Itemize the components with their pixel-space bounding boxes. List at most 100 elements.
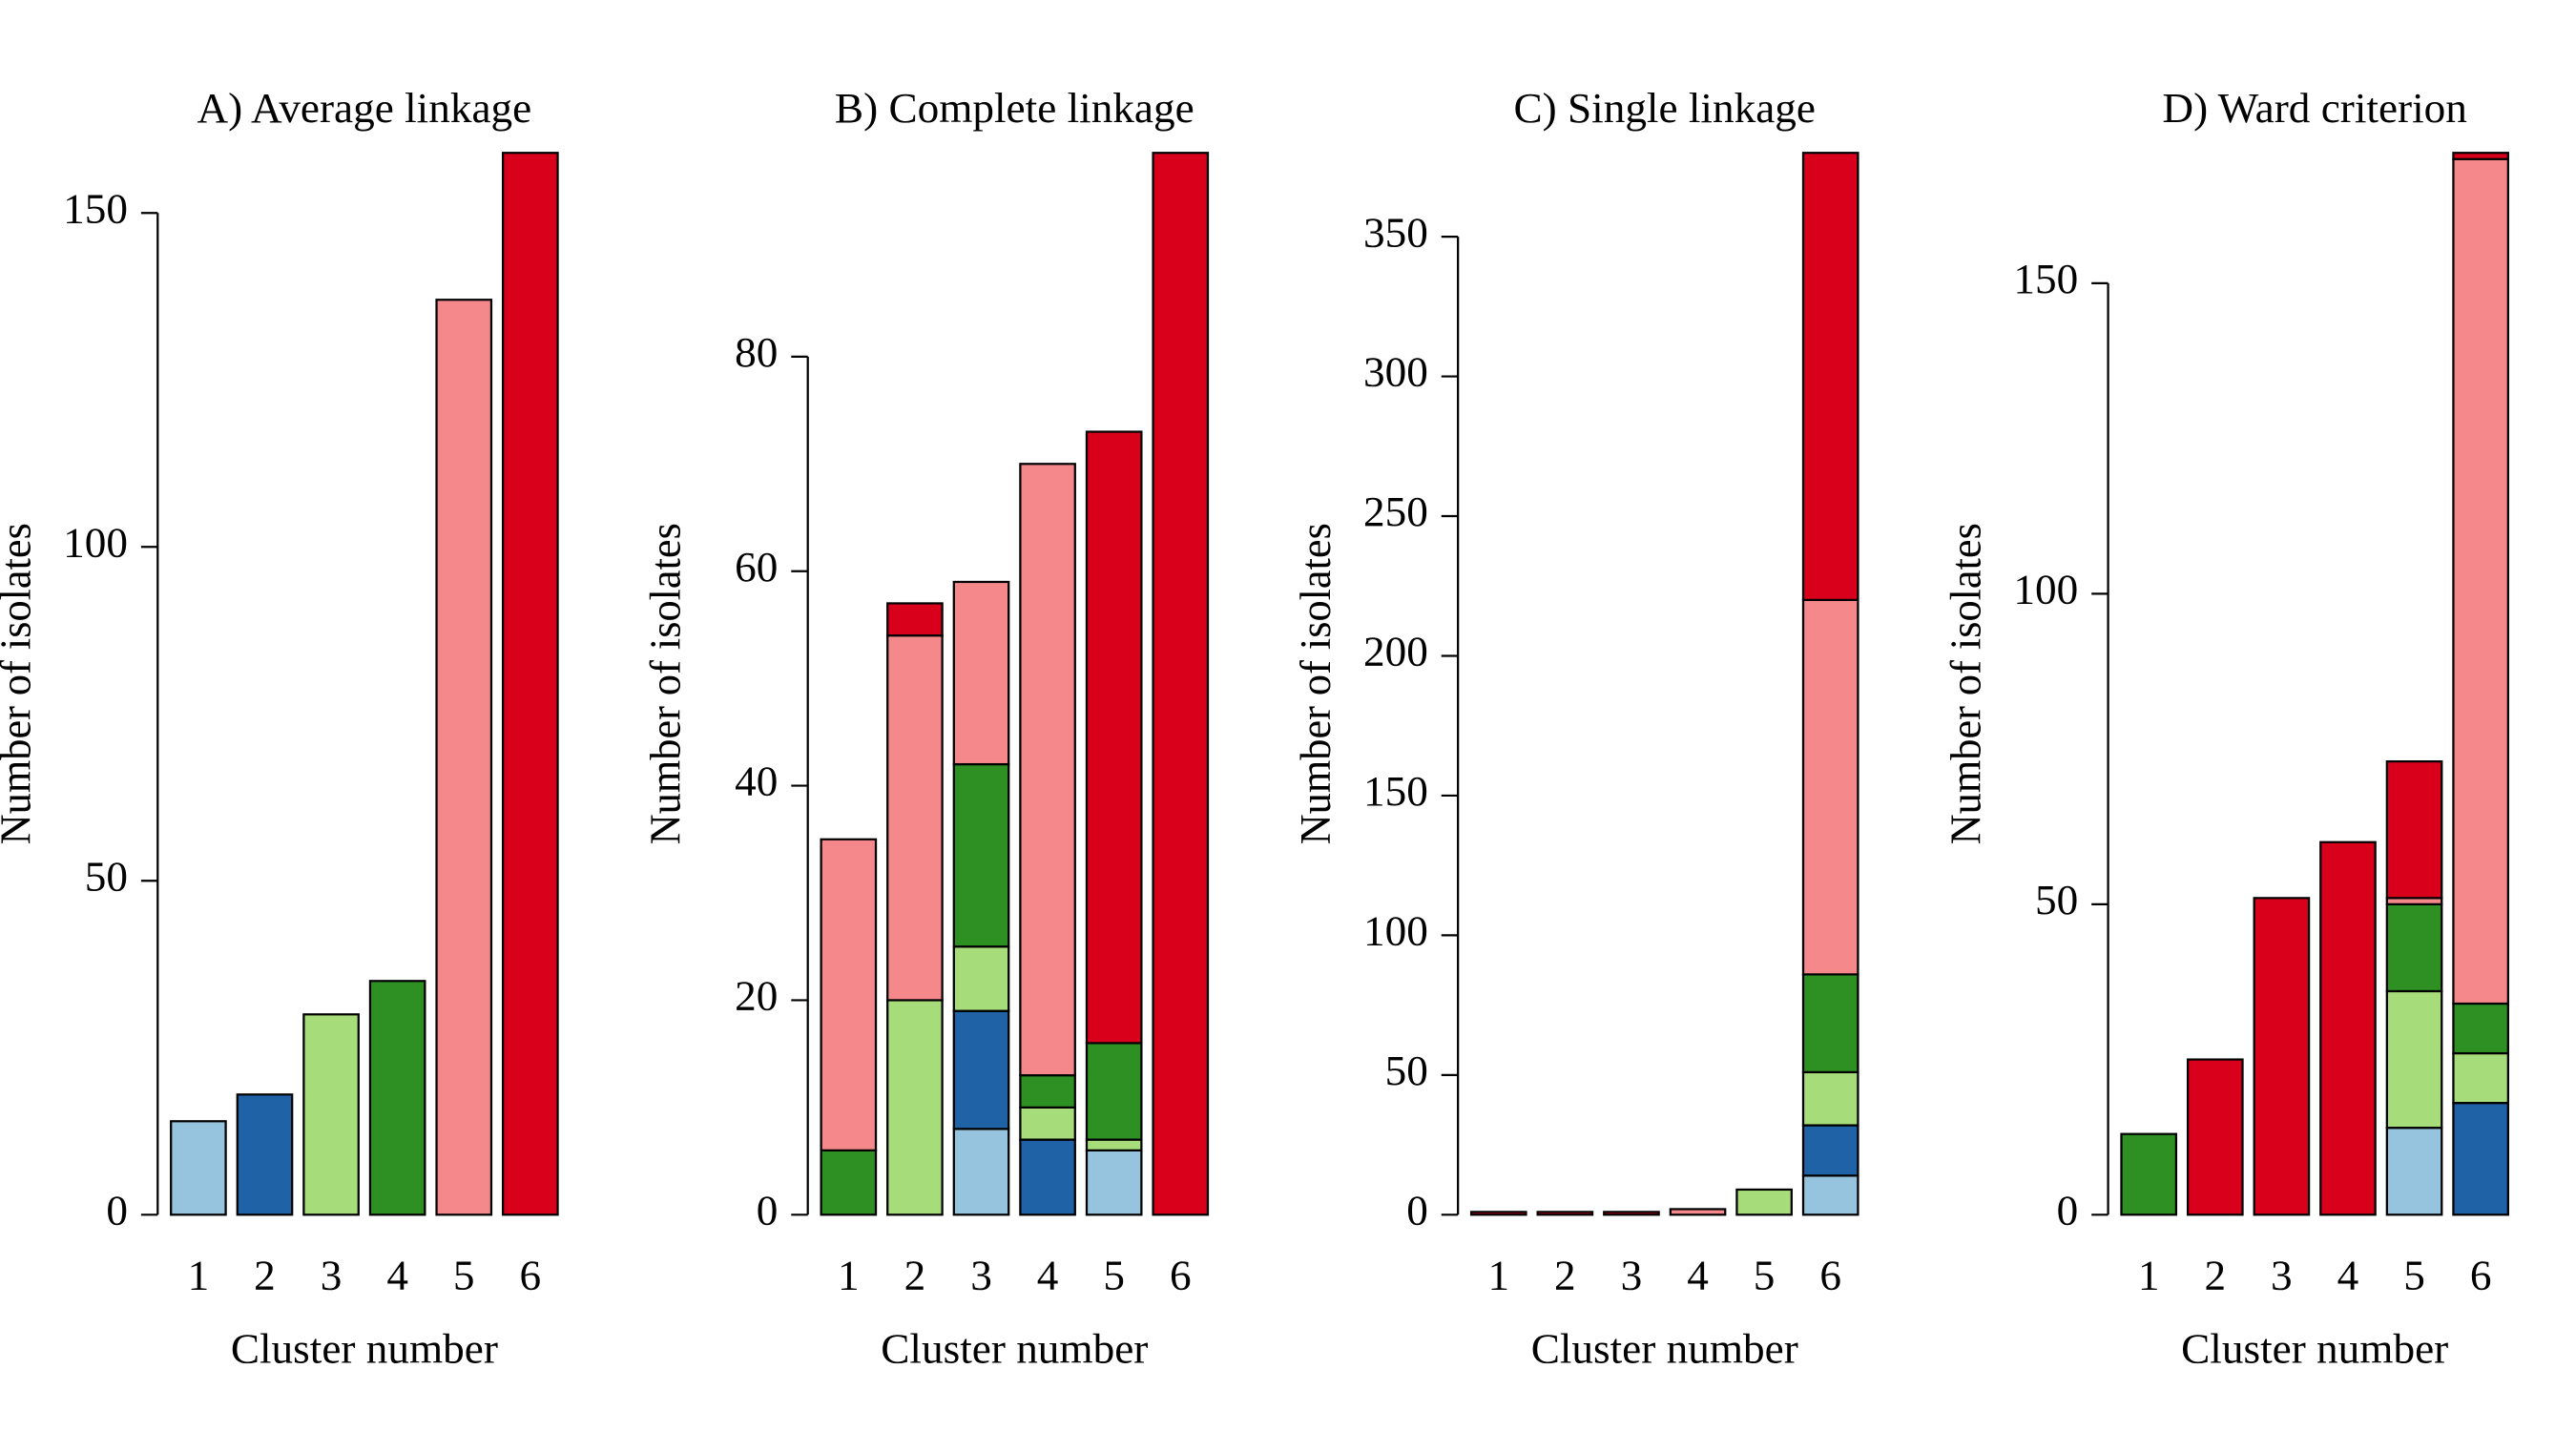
x-tick-label: 3 (1621, 1252, 1643, 1298)
y-axis-label: Number of isolates (0, 523, 39, 844)
bar-segment (2319, 840, 2377, 1216)
x-tick-label: 6 (2470, 1252, 2492, 1298)
y-tick-label: 50 (1385, 1047, 1428, 1093)
y-axis-label: Number of isolates (1942, 523, 1990, 844)
x-tick-label: 6 (1170, 1252, 1192, 1298)
x-tick-label: 5 (1754, 1252, 1776, 1298)
x-tick-label: 4 (1037, 1252, 1059, 1298)
x-tick-label: 4 (1687, 1252, 1709, 1298)
bar-segment (1085, 430, 1143, 1045)
bar-segment (2452, 1002, 2509, 1055)
bar-segment (1085, 1042, 1143, 1141)
x-tick-label: 6 (1819, 1252, 1841, 1298)
bar-segment (1801, 598, 1859, 976)
bar-segment (2120, 1132, 2178, 1216)
bar-segment (952, 762, 1010, 948)
x-tick-label: 2 (254, 1252, 276, 1298)
bar-segment (1085, 1149, 1143, 1216)
y-tick-label: 80 (735, 328, 778, 375)
y-tick-label: 100 (63, 519, 128, 566)
bar-segment (2385, 902, 2443, 993)
y-tick-label: 50 (85, 853, 128, 900)
x-axis-label: Cluster number (2181, 1325, 2448, 1372)
x-tick-label: 3 (321, 1252, 343, 1298)
x-tick-label: 5 (2403, 1252, 2425, 1298)
bar-segment (1536, 1211, 1594, 1216)
bar-segment (952, 945, 1010, 1012)
y-tick-label: 150 (1363, 768, 1428, 815)
bar-segment (1801, 152, 1859, 601)
bar-segment (1801, 973, 1859, 1074)
x-tick-label: 1 (2138, 1252, 2160, 1298)
y-axis-label: Number of isolates (1292, 523, 1340, 844)
y-tick-label: 250 (1363, 488, 1428, 535)
bar-segment (2452, 1102, 2509, 1216)
chart-title: A) Average linkage (197, 84, 531, 131)
x-tick-label: 2 (2204, 1252, 2226, 1298)
bar-segment (1801, 1124, 1859, 1177)
bar-segment (501, 152, 559, 1216)
bar-segment (1669, 1208, 1727, 1216)
x-tick-label: 4 (386, 1252, 408, 1298)
bar-segment (2452, 152, 2509, 160)
bar-segment (1152, 152, 1210, 1216)
y-tick-label: 20 (735, 972, 778, 1019)
y-tick-label: 0 (757, 1187, 779, 1234)
bar-segment (2452, 157, 2509, 1006)
x-tick-label: 2 (904, 1252, 926, 1298)
bar-segment (2385, 989, 2443, 1130)
y-tick-label: 0 (2057, 1187, 2079, 1234)
y-tick-label: 150 (63, 185, 128, 232)
x-tick-label: 1 (1487, 1252, 1509, 1298)
bar-segment (1603, 1211, 1660, 1216)
bar-segment (1019, 1074, 1076, 1109)
x-tick-label: 3 (970, 1252, 992, 1298)
bar-segment (886, 602, 944, 637)
bar-segment (302, 1013, 360, 1216)
chart-title: B) Complete linkage (835, 84, 1195, 131)
x-tick-label: 5 (453, 1252, 475, 1298)
bar-segment (952, 580, 1010, 766)
bar-segment (170, 1120, 227, 1216)
x-tick-label: 1 (188, 1252, 210, 1298)
y-tick-label: 150 (2013, 256, 2078, 302)
y-tick-label: 0 (106, 1187, 128, 1234)
x-tick-label: 4 (2337, 1252, 2359, 1298)
bar-segment (2385, 1127, 2443, 1216)
x-tick-label: 2 (1554, 1252, 1576, 1298)
bar-segment (1801, 1070, 1859, 1127)
chart-title: D) Ward criterion (2162, 84, 2466, 131)
y-tick-label: 300 (1363, 348, 1428, 395)
x-axis-label: Cluster number (881, 1325, 1148, 1372)
bar-segment (1735, 1188, 1793, 1216)
y-tick-label: 100 (1363, 907, 1428, 954)
bar-segment (2452, 1051, 2509, 1105)
bar-segment (2385, 760, 2443, 900)
y-tick-label: 60 (735, 543, 778, 590)
x-axis-label: Cluster number (231, 1325, 498, 1372)
bar-segment (820, 838, 878, 1151)
bar-segment (820, 1149, 878, 1216)
chart-title: C) Single linkage (1513, 84, 1816, 131)
y-tick-label: 100 (2013, 566, 2078, 612)
bar-segment (1019, 1138, 1076, 1216)
bar-segment (1085, 1138, 1143, 1151)
bar-segment (952, 1128, 1010, 1216)
bar-segment (368, 980, 426, 1216)
x-axis-label: Cluster number (1531, 1325, 1798, 1372)
y-tick-label: 40 (735, 757, 778, 804)
bar-segment (952, 1009, 1010, 1130)
y-tick-label: 350 (1363, 209, 1428, 256)
bar-segment (2253, 897, 2311, 1216)
bar-segment (1469, 1211, 1527, 1216)
x-tick-label: 5 (1103, 1252, 1125, 1298)
bar-segment (1019, 463, 1076, 1077)
x-tick-label: 3 (2271, 1252, 2293, 1298)
bar-segment (886, 999, 944, 1216)
bar-segment (435, 299, 493, 1216)
y-tick-label: 0 (1406, 1187, 1428, 1234)
bar-segment (886, 634, 944, 1002)
bar-segment (236, 1093, 294, 1216)
